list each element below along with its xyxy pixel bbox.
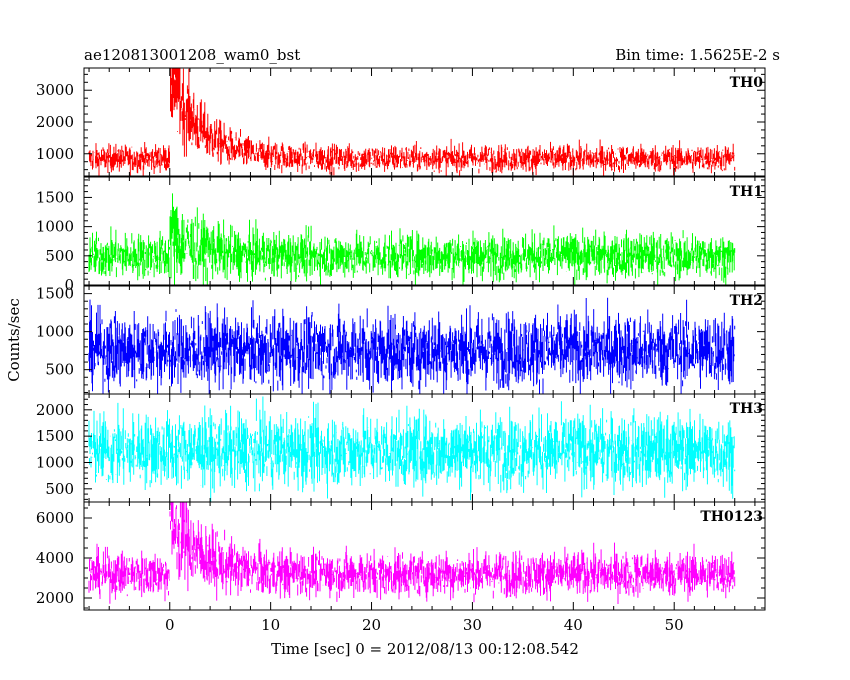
chart-title-right: Bin time: 1.5625E-2 s — [615, 46, 780, 64]
y-axis-label: Counts/sec — [5, 298, 23, 382]
y-tick-label: 1000 — [36, 453, 74, 471]
x-tick-label: 10 — [261, 616, 280, 634]
x-tick-label: 30 — [463, 616, 482, 634]
panel-label-th2: TH2 — [730, 293, 763, 309]
y-tick-label: 2000 — [36, 401, 74, 419]
panel-th0: 1000 2000 3000 TH0 — [36, 67, 766, 177]
chart-title-left: ae120813001208_wam0_bst — [84, 46, 300, 64]
panel-label-th3: TH3 — [730, 401, 763, 417]
x-tick-label: 0 — [165, 616, 175, 634]
y-tick-label: 1500 — [36, 285, 74, 303]
y-tick-label: 4000 — [36, 549, 74, 567]
y-tick-label: 500 — [45, 480, 74, 498]
panel-th0123: 2000 4000 6000 TH0123 — [36, 501, 766, 611]
y-tick-label: 2000 — [36, 113, 74, 131]
y-tick-label: 2000 — [36, 589, 74, 607]
y-tick-label: 0 — [64, 276, 74, 294]
panel-label-th1: TH1 — [730, 184, 763, 200]
x-tick-label: 20 — [362, 616, 381, 634]
panel-frame — [83, 501, 766, 611]
series-th3 — [88, 396, 736, 502]
x-axis-label: Time [sec] 0 = 2012/08/13 00:12:08.542 — [271, 640, 579, 658]
series-th0123 — [88, 502, 736, 604]
y-tick-label: 1500 — [36, 188, 74, 206]
series-th1 — [88, 193, 736, 285]
panel-frame — [83, 176, 766, 286]
series-th2 — [88, 297, 736, 394]
series-th0 — [88, 68, 736, 176]
y-tick-label: 1000 — [36, 218, 74, 236]
panel-th3: 500 1000 1500 2000 TH3 — [36, 393, 766, 503]
y-tick-label: 1500 — [36, 427, 74, 445]
y-tick-label: 1000 — [36, 323, 74, 341]
y-tick-label: 6000 — [36, 509, 74, 527]
y-tick-label: 500 — [45, 361, 74, 379]
panel-th1: 0 500 1000 1500 TH1 — [36, 176, 766, 294]
panel-label-th0123: TH0123 — [700, 509, 763, 525]
y-tick-label: 500 — [45, 247, 74, 265]
panel-th2: 500 1000 1500 TH2 — [36, 285, 766, 395]
x-tick-label: 50 — [665, 616, 684, 634]
y-tick-label: 3000 — [36, 81, 74, 99]
y-tick-label: 1000 — [36, 145, 74, 163]
x-tick-label: 40 — [564, 616, 583, 634]
panel-label-th0: TH0 — [730, 75, 764, 91]
